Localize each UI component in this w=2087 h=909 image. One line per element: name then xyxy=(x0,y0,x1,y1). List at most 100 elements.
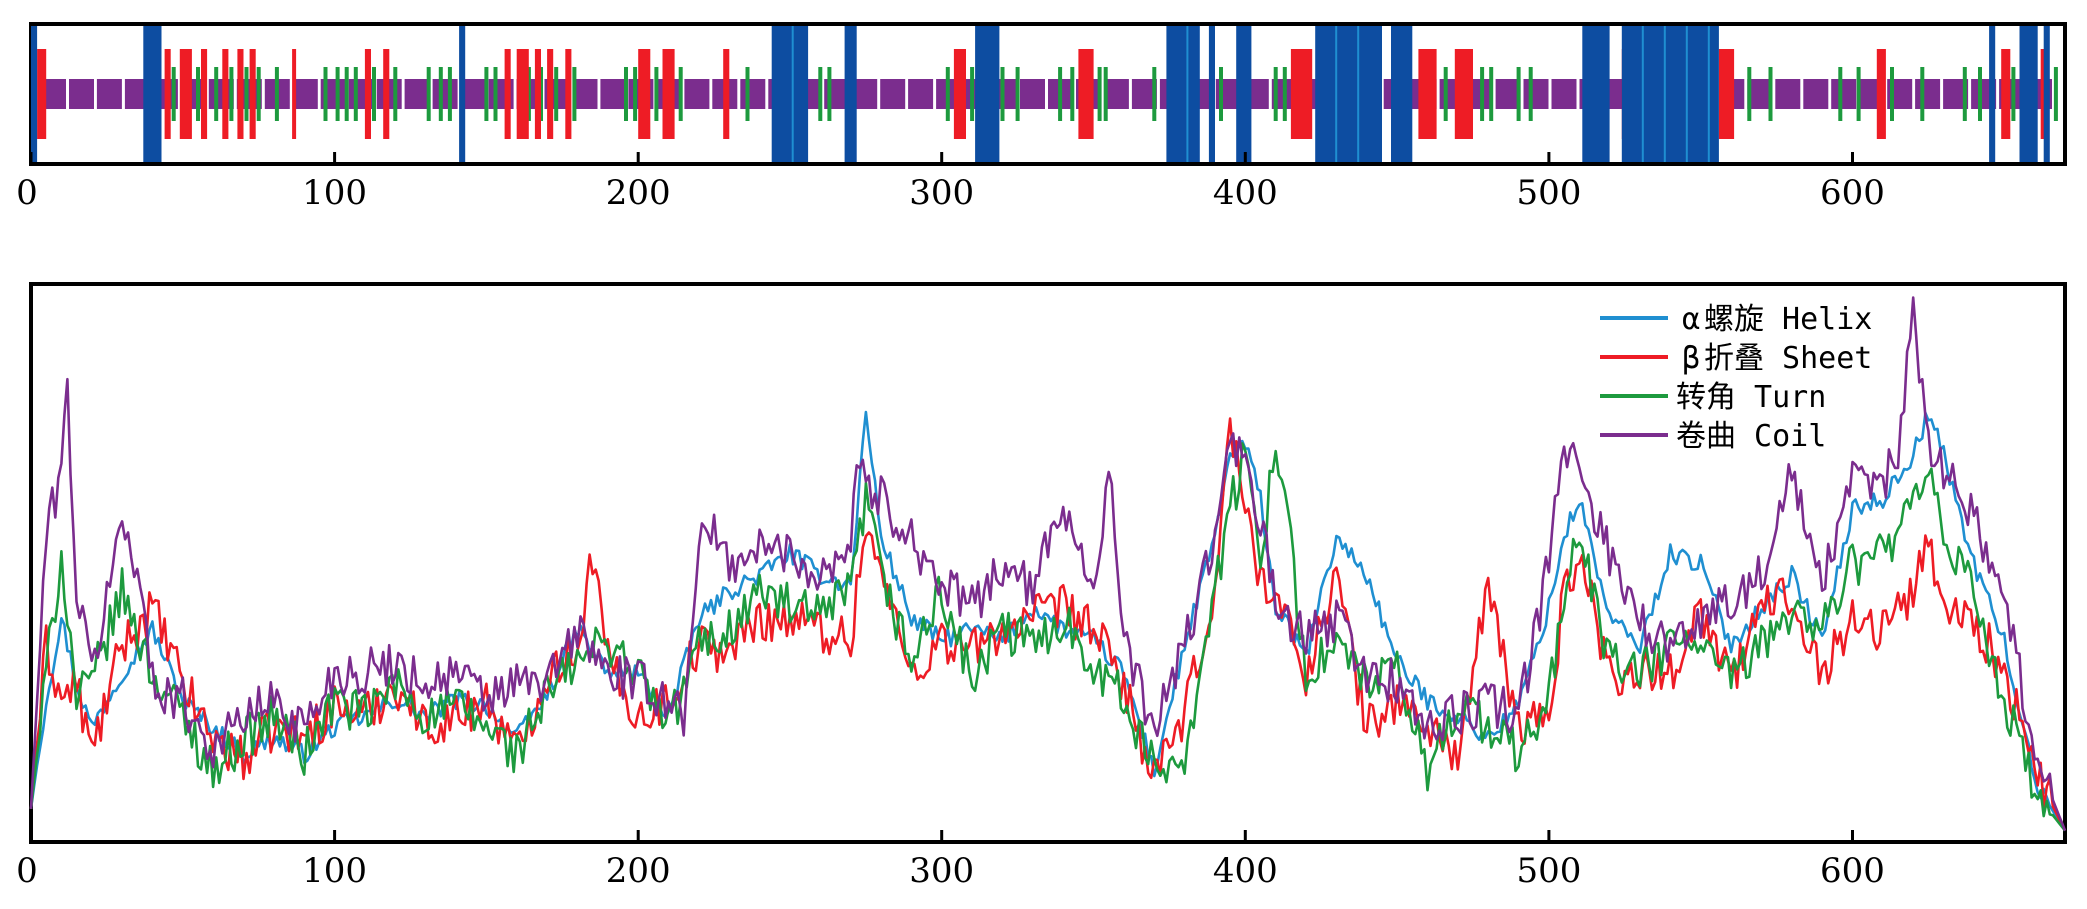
helix-stripe xyxy=(1357,26,1360,162)
turn-mark xyxy=(1978,67,1982,121)
coil-segment xyxy=(1103,79,1129,109)
sheet-block xyxy=(516,49,529,139)
helix-block xyxy=(844,26,857,162)
series-line-turn xyxy=(29,442,2067,832)
track-x-tick-label: 200 xyxy=(606,173,671,213)
coil-segment xyxy=(684,79,710,109)
turn-mark xyxy=(1015,67,1020,121)
turn-mark xyxy=(372,67,376,121)
turn-mark xyxy=(353,67,358,121)
sheet-block xyxy=(201,49,208,139)
sheet-block xyxy=(179,49,192,139)
series-line-coil xyxy=(29,296,2067,832)
turn-mark xyxy=(624,67,628,121)
track-x-tick-label: 400 xyxy=(1213,173,1278,213)
turn-mark xyxy=(2053,67,2058,121)
track-x-tick-label: 0 xyxy=(16,173,38,213)
track-x-tick-label: 600 xyxy=(1820,173,1885,213)
sheet-block xyxy=(1078,49,1094,139)
turn-mark xyxy=(438,67,443,121)
sheet-block xyxy=(1290,49,1313,139)
sheet-block xyxy=(2001,49,2011,139)
legend-item-helix: α 螺旋 Helix xyxy=(1600,302,1872,337)
turn-mark xyxy=(274,67,279,121)
turn-mark xyxy=(244,67,249,121)
secondary-structure-track: 0 100 200 300 400 500 600 xyxy=(16,22,2067,213)
helix-stripe xyxy=(1335,26,1338,162)
turn-mark xyxy=(493,67,498,121)
coil-segment xyxy=(404,79,430,109)
turn-mark xyxy=(1152,67,1157,121)
coil-segment xyxy=(1775,79,1801,109)
plot-x-tick-label: 0 xyxy=(16,851,38,891)
helix-block xyxy=(1989,26,1996,162)
turn-mark xyxy=(2011,67,2016,121)
turn-mark xyxy=(654,67,659,121)
plot-x-tick-label: 400 xyxy=(1213,851,1278,891)
sheet-block xyxy=(364,49,371,139)
turn-mark xyxy=(1000,67,1005,121)
turn-mark xyxy=(323,67,328,121)
coil-segment xyxy=(1747,79,1773,109)
coil-segment xyxy=(96,79,122,109)
turn-mark xyxy=(970,67,975,121)
helix-block xyxy=(143,26,162,162)
track-content xyxy=(31,26,2058,162)
turn-mark xyxy=(1856,67,1861,121)
legend-label-sheet: 折叠 Sheet xyxy=(1704,341,1872,376)
helix-block xyxy=(459,26,466,162)
plot-x-tick-label: 600 xyxy=(1820,851,1885,891)
legend-item-sheet: β 折叠 Sheet xyxy=(1600,341,1872,376)
turn-mark xyxy=(1528,67,1533,121)
turn-mark xyxy=(633,67,638,121)
turn-mark xyxy=(1962,67,1967,121)
helix-block xyxy=(2019,26,2038,162)
plot-x-tick-label: 500 xyxy=(1516,851,1581,891)
plot-lines xyxy=(29,296,2067,832)
legend-label-helix: 螺旋 Helix xyxy=(1704,302,1872,337)
plot-x-axis: 0 100 200 300 400 500 600 xyxy=(16,830,1885,891)
coil-segment xyxy=(69,79,94,109)
series-line-sheet xyxy=(29,417,2067,832)
turn-mark xyxy=(1070,67,1075,121)
track-x-tick-label: 100 xyxy=(302,173,367,213)
sheet-block xyxy=(504,49,511,139)
coil-segment xyxy=(292,79,318,109)
turn-mark xyxy=(1103,67,1108,121)
sheet-block xyxy=(237,49,244,139)
series-line-helix xyxy=(29,410,2067,832)
turn-mark xyxy=(196,67,200,121)
turn-mark xyxy=(526,67,531,121)
turn-mark xyxy=(1838,67,1843,121)
coil-segment xyxy=(1803,79,1829,109)
turn-mark xyxy=(1747,67,1752,121)
coil-segment xyxy=(908,79,934,109)
probability-line-chart: 0 100 200 300 400 500 600 α 螺旋 Helix β 折叠 Shee… xyxy=(16,282,2067,891)
sheet-block xyxy=(662,49,675,139)
sheet-block xyxy=(953,49,966,139)
helix-stripe xyxy=(1186,26,1189,162)
track-x-axis: 0 100 200 300 400 500 600 xyxy=(16,152,1885,213)
turn-mark xyxy=(1443,67,1448,121)
turn-mark xyxy=(214,67,219,121)
turn-mark xyxy=(818,67,823,121)
turn-mark xyxy=(335,67,340,121)
coil-segment xyxy=(572,79,598,109)
helix-stripe xyxy=(791,26,794,162)
turn-mark xyxy=(827,67,832,121)
sheet-block xyxy=(37,49,47,139)
helix-block xyxy=(2043,26,2050,162)
helix-block xyxy=(1582,26,1610,162)
sheet-block xyxy=(249,49,256,139)
track-x-tick-label: 300 xyxy=(909,173,974,213)
helix-block xyxy=(1315,26,1382,162)
turn-mark xyxy=(1480,67,1485,121)
turn-mark xyxy=(1890,67,1894,121)
turn-mark xyxy=(1273,67,1278,121)
sheet-block xyxy=(723,49,730,139)
helix-block xyxy=(1391,26,1413,162)
turn-mark xyxy=(1489,67,1494,121)
turn-mark xyxy=(393,67,398,121)
